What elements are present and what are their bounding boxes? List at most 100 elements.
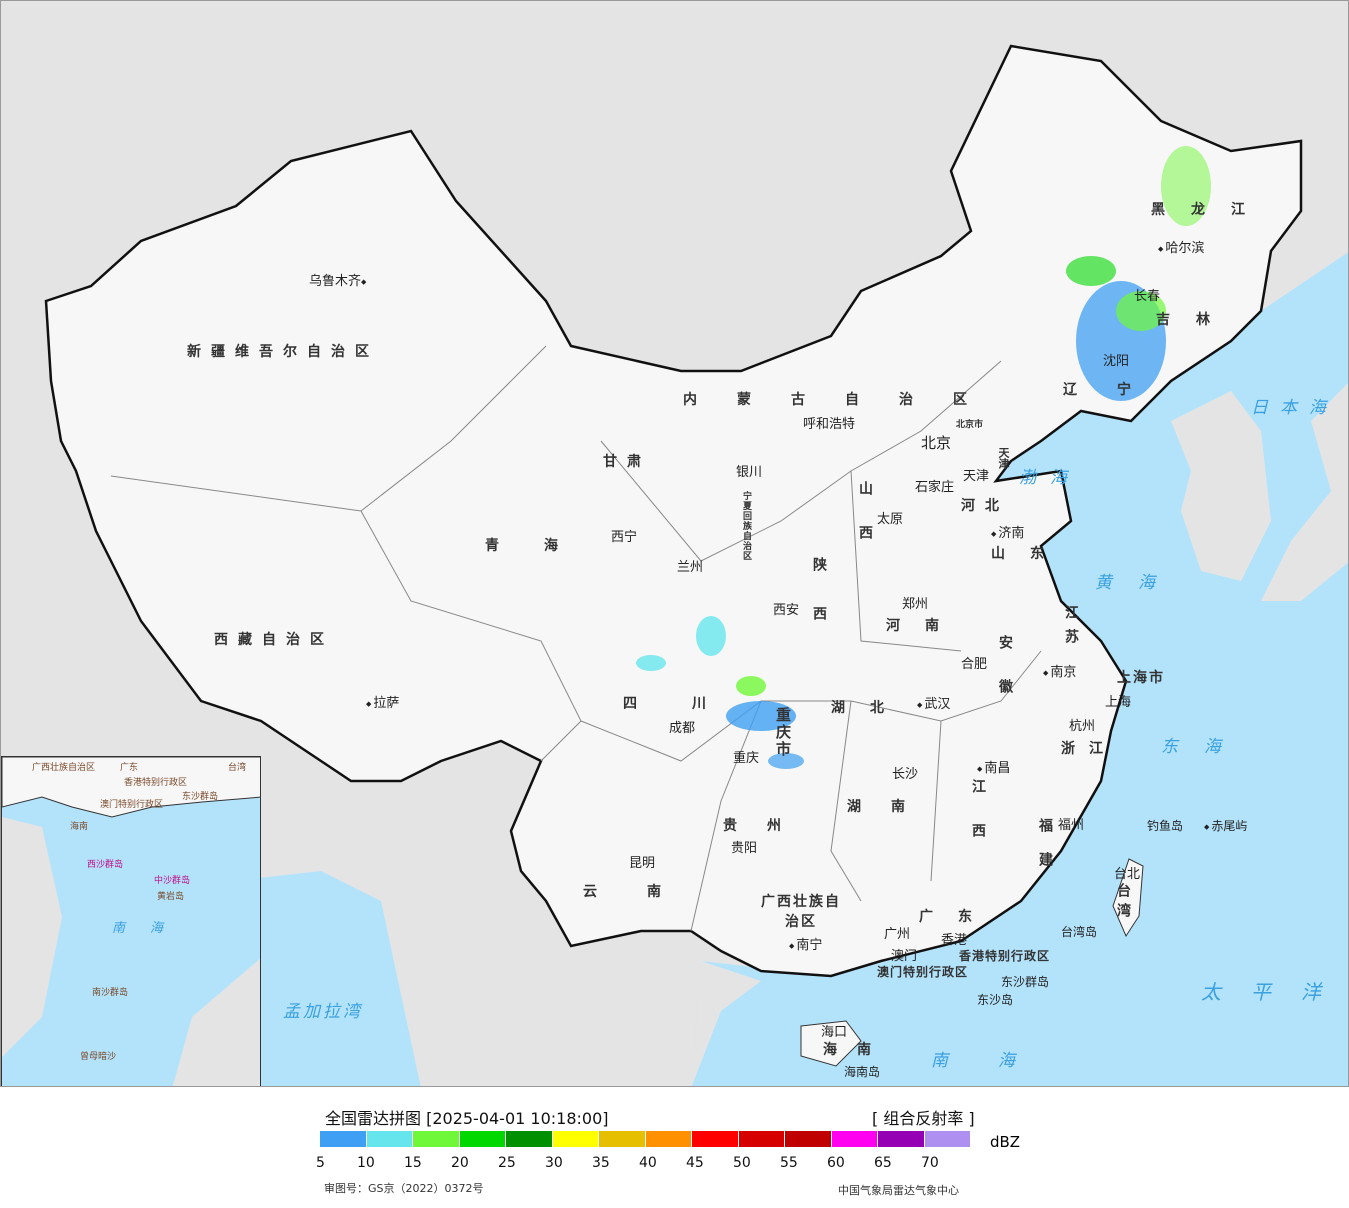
province-label: 青海: [485, 538, 603, 554]
province-label: 宁夏回族自治区: [741, 491, 751, 561]
province-label: 浙江: [1061, 741, 1117, 757]
province-label: 河南: [886, 618, 964, 634]
province-label: 澳门特别行政区: [877, 965, 969, 979]
scale-tick: 15: [404, 1155, 422, 1171]
province-label: 台湾: [1115, 883, 1131, 923]
organization: 中国气象局雷达气象中心: [838, 1184, 959, 1197]
sea: [691, 252, 1348, 1086]
inset-label: 海南: [70, 822, 89, 832]
city-label[interactable]: 乌鲁木齐: [309, 270, 368, 289]
city-label[interactable]: 昆明: [629, 856, 656, 871]
product-label: [ 组合反射率 ]: [872, 1109, 975, 1128]
city-label[interactable]: 长春: [1134, 289, 1161, 304]
color-swatch: [831, 1131, 878, 1147]
scale-tick: 65: [874, 1155, 892, 1171]
radar-echoes: [636, 146, 1211, 769]
japan: [1261, 383, 1348, 601]
city-label[interactable]: 广州: [884, 927, 911, 942]
sea-label: 渤海: [1019, 468, 1081, 488]
color-swatch: [738, 1131, 785, 1147]
province-label: 重庆市: [774, 707, 792, 758]
scale-tick: 45: [686, 1155, 704, 1171]
city-label[interactable]: 澳门: [891, 949, 918, 964]
city-label[interactable]: 沈阳: [1103, 354, 1130, 369]
color-swatch: [785, 1131, 832, 1147]
province-label: 海南: [823, 1042, 891, 1058]
city-label[interactable]: 成都: [669, 721, 696, 736]
inset-label: 澳门特别行政区: [100, 800, 164, 810]
province-label: 上海市: [1117, 670, 1165, 686]
province-label: 江西: [970, 779, 986, 867]
inset-label: 南沙群岛: [92, 988, 129, 998]
city-label[interactable]: 重庆: [733, 751, 760, 766]
inset-label: 香港特别行政区: [124, 778, 188, 788]
scale-tick: 20: [451, 1155, 469, 1171]
province-label: 陕西: [811, 557, 827, 655]
city-label[interactable]: 南昌: [977, 757, 1010, 776]
city-label[interactable]: 济南: [991, 522, 1024, 541]
province-label: 湖北: [831, 700, 909, 716]
island-label: 东沙岛: [977, 993, 1014, 1007]
inset-label: 西沙群岛: [87, 860, 124, 870]
city-label[interactable]: 北京: [921, 434, 952, 452]
approval-number: 审图号：GS京（2022）0372号: [324, 1182, 484, 1195]
province-label: 西藏自治区: [214, 632, 334, 648]
province-borders: [110, 345, 1042, 932]
south-china-sea-inset: 广西壮族自治区 广东 台湾 香港特别行政区 澳门特别行政区 海南 东沙群岛 西沙…: [1, 756, 261, 1086]
inset-label: 广西壮族自治区: [32, 763, 96, 773]
radar-map[interactable]: 新疆维吾尔自治区 西藏自治区 青海 甘肃 内蒙古自治区 黑龙江 吉林 辽宁 河北…: [0, 0, 1349, 1087]
city-label[interactable]: 上海: [1105, 695, 1132, 710]
sea-label: 黄海: [1095, 573, 1181, 593]
island-label: 海南岛: [844, 1065, 881, 1079]
city-label[interactable]: 哈尔滨: [1158, 237, 1204, 256]
island-label: 台湾岛: [1061, 925, 1098, 939]
city-label[interactable]: 西安: [773, 603, 800, 618]
sea-label: 孟加拉湾: [283, 1002, 363, 1022]
city-label[interactable]: 合肥: [961, 657, 988, 672]
city-label[interactable]: 福州: [1058, 818, 1085, 833]
color-swatch: [692, 1131, 739, 1147]
province-label: 四川: [623, 696, 761, 712]
city-label[interactable]: 石家庄: [915, 480, 955, 495]
philippines-vietnam: [691, 961, 761, 1086]
city-label[interactable]: 武汉: [917, 693, 950, 712]
scale-tick: 35: [592, 1155, 610, 1171]
province-label: 广东: [919, 909, 997, 925]
province-label: 云南: [583, 884, 711, 900]
city-label[interactable]: 拉萨: [366, 692, 399, 711]
scale-tick: 25: [498, 1155, 516, 1171]
city-label[interactable]: 天津: [963, 469, 990, 484]
city-label[interactable]: 南京: [1043, 661, 1076, 680]
city-label[interactable]: 贵阳: [731, 841, 758, 856]
korea: [1171, 391, 1271, 581]
color-swatch: [320, 1131, 367, 1147]
province-label: 天津: [997, 447, 1010, 469]
color-swatch: [645, 1131, 692, 1147]
sea-label: 南海: [931, 1051, 1065, 1071]
city-label[interactable]: 银川: [736, 465, 763, 480]
city-label[interactable]: 长沙: [892, 767, 919, 782]
city-label[interactable]: 太原: [877, 512, 904, 527]
inset-label: 广东: [120, 763, 139, 773]
city-label[interactable]: 兰州: [677, 560, 704, 575]
province-label: 黑龙江: [1151, 202, 1271, 218]
province-label: 山东: [991, 546, 1069, 562]
color-swatch: [366, 1131, 413, 1147]
sea-label: 东海: [1161, 737, 1247, 757]
province-label: 甘肃: [603, 454, 651, 470]
city-label[interactable]: 郑州: [902, 597, 929, 612]
city-label[interactable]: 海口: [821, 1025, 848, 1040]
color-swatch: [599, 1131, 646, 1147]
city-label[interactable]: 呼和浩特: [803, 417, 856, 432]
scale-tick: 55: [780, 1155, 798, 1171]
province-label: 新疆维吾尔自治区: [187, 344, 379, 360]
province-label: 湖南: [847, 799, 935, 815]
hainan-land: [800, 1020, 862, 1067]
city-label[interactable]: 南宁: [789, 934, 822, 953]
city-label[interactable]: 杭州: [1069, 719, 1096, 734]
city-label[interactable]: 香港: [941, 933, 968, 948]
city-label[interactable]: 西宁: [611, 530, 638, 545]
province-label: 吉林: [1156, 312, 1236, 328]
city-label[interactable]: 台北: [1114, 867, 1141, 882]
map-title: 全国雷达拼图 [2025-04-01 10:18:00]: [325, 1109, 609, 1128]
